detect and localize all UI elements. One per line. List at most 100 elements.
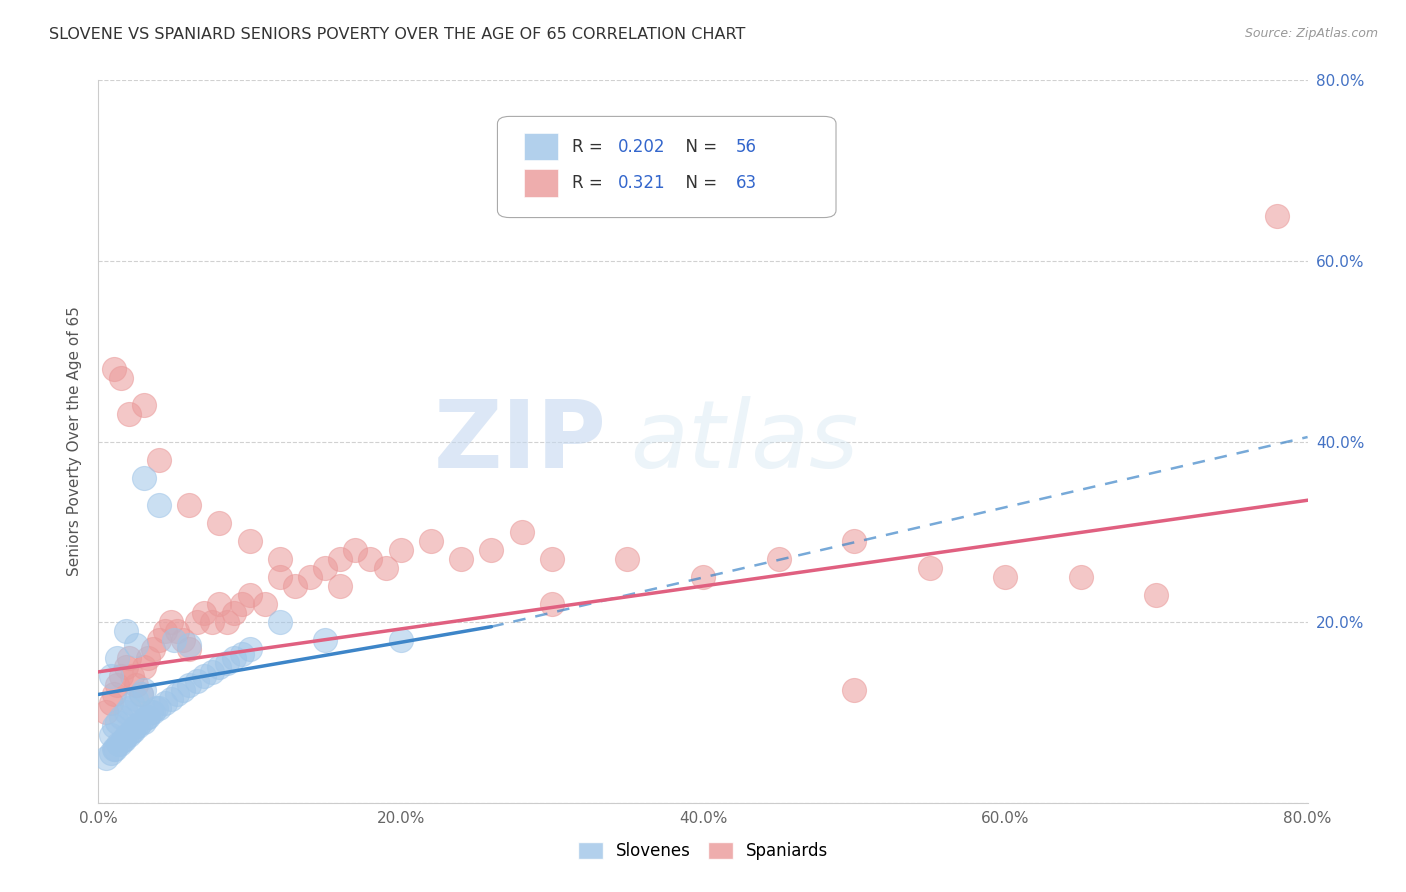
Point: [148, 633, 170, 648]
Text: N =: N =: [675, 174, 723, 192]
Point: [103, 719, 125, 733]
Point: [100, 728, 122, 742]
Point: [329, 579, 352, 593]
Text: R =: R =: [572, 174, 609, 192]
Point: [153, 624, 176, 639]
FancyBboxPatch shape: [524, 133, 558, 161]
Point: [844, 682, 866, 697]
Point: [105, 714, 128, 729]
Point: [208, 660, 231, 674]
Text: R =: R =: [572, 137, 609, 156]
Point: [163, 633, 186, 648]
Point: [179, 638, 201, 652]
Point: [389, 633, 412, 648]
Point: [129, 714, 152, 729]
Text: 0.202: 0.202: [619, 137, 666, 156]
Point: [420, 533, 443, 548]
Point: [100, 669, 122, 683]
Text: ZIP: ZIP: [433, 395, 606, 488]
Point: [208, 597, 231, 611]
Point: [142, 706, 165, 720]
Point: [104, 741, 127, 756]
Point: [540, 597, 562, 611]
Text: 0.321: 0.321: [619, 174, 666, 192]
Point: [253, 597, 276, 611]
Text: 56: 56: [735, 137, 756, 156]
Point: [239, 588, 262, 602]
Text: 63: 63: [735, 174, 756, 192]
Point: [179, 498, 201, 512]
Point: [125, 692, 148, 706]
Point: [201, 615, 224, 630]
Point: [450, 552, 472, 566]
Point: [114, 660, 136, 674]
Point: [145, 701, 167, 715]
Point: [239, 533, 262, 548]
Point: [121, 669, 143, 683]
Point: [314, 561, 336, 575]
Point: [111, 732, 134, 747]
Point: [132, 398, 155, 412]
Text: SLOVENE VS SPANIARD SENIORS POVERTY OVER THE AGE OF 65 CORRELATION CHART: SLOVENE VS SPANIARD SENIORS POVERTY OVER…: [49, 27, 745, 42]
Point: [208, 516, 231, 530]
Point: [179, 678, 201, 692]
Point: [389, 542, 412, 557]
Point: [1144, 588, 1167, 602]
Point: [314, 633, 336, 648]
Point: [148, 701, 170, 715]
Point: [127, 719, 149, 733]
Point: [135, 710, 157, 724]
Point: [129, 687, 152, 701]
Point: [510, 524, 533, 539]
Point: [110, 371, 132, 385]
Point: [112, 732, 135, 747]
Point: [121, 697, 143, 711]
Point: [540, 552, 562, 566]
Point: [136, 710, 159, 724]
Text: N =: N =: [675, 137, 723, 156]
Point: [125, 638, 148, 652]
Point: [108, 737, 131, 751]
Point: [231, 647, 253, 661]
Point: [481, 542, 503, 557]
Point: [160, 692, 183, 706]
Point: [132, 682, 155, 697]
Point: [215, 615, 238, 630]
Point: [166, 624, 188, 639]
Point: [215, 656, 238, 670]
Point: [224, 606, 246, 620]
Point: [100, 697, 122, 711]
Point: [269, 570, 291, 584]
Point: [186, 673, 208, 688]
Point: [179, 642, 201, 657]
Point: [1070, 570, 1092, 584]
Point: [193, 606, 215, 620]
Point: [148, 498, 170, 512]
Point: [114, 624, 136, 639]
Point: [186, 615, 208, 630]
Point: [918, 561, 941, 575]
Point: [107, 737, 129, 751]
Point: [110, 669, 132, 683]
Point: [153, 697, 176, 711]
Point: [110, 710, 132, 724]
Point: [103, 362, 125, 376]
Point: [172, 682, 194, 697]
Point: [201, 665, 224, 679]
Point: [122, 723, 145, 738]
Point: [284, 579, 307, 593]
Point: [768, 552, 790, 566]
Point: [193, 669, 215, 683]
Point: [329, 552, 352, 566]
Point: [103, 687, 125, 701]
Point: [105, 678, 128, 692]
Point: [103, 741, 125, 756]
Point: [269, 615, 291, 630]
Point: [114, 706, 136, 720]
Point: [269, 552, 291, 566]
Point: [239, 642, 262, 657]
Point: [148, 452, 170, 467]
Point: [121, 723, 143, 738]
Point: [374, 561, 396, 575]
FancyBboxPatch shape: [524, 169, 558, 196]
